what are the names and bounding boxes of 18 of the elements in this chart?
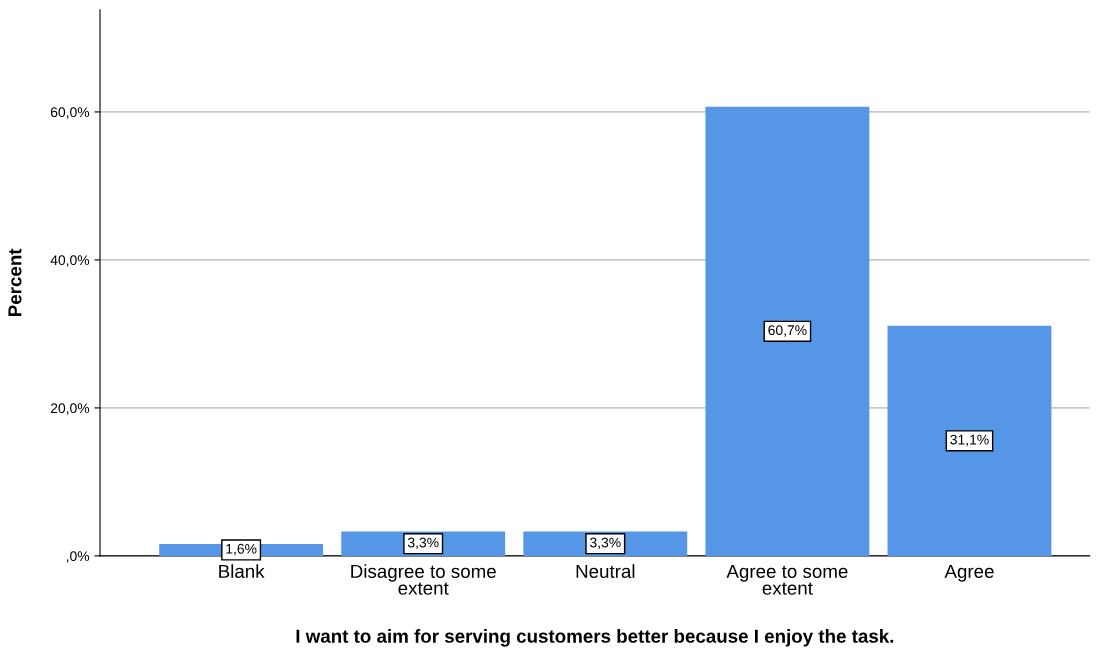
y-tick-label: 60,0%: [50, 107, 90, 119]
x-axis-title: I want to aim for serving customers better because I enjoy the task.: [296, 629, 894, 647]
x-tick-label: Agree to some extent: [726, 564, 848, 595]
y-tick-label: ,0%: [66, 551, 90, 563]
data-label: 60,7%: [768, 325, 807, 337]
y-tick-label: 40,0%: [50, 255, 90, 267]
x-tick-label: Neutral: [576, 564, 635, 579]
data-label: 31,1%: [950, 434, 989, 447]
bar: [705, 106, 870, 556]
data-label: 3,3%: [407, 537, 439, 550]
bar: [887, 325, 1052, 556]
data-label: 1,6%: [226, 543, 257, 556]
x-tick-label: Disagree to some extent: [351, 564, 496, 595]
y-axis-title: Percent: [8, 248, 22, 316]
y-tick-label: 20,0%: [50, 403, 90, 415]
x-tick-label: Agree: [944, 564, 994, 582]
data-label: 3,3%: [590, 537, 621, 550]
x-tick-label: Blank: [219, 564, 265, 579]
